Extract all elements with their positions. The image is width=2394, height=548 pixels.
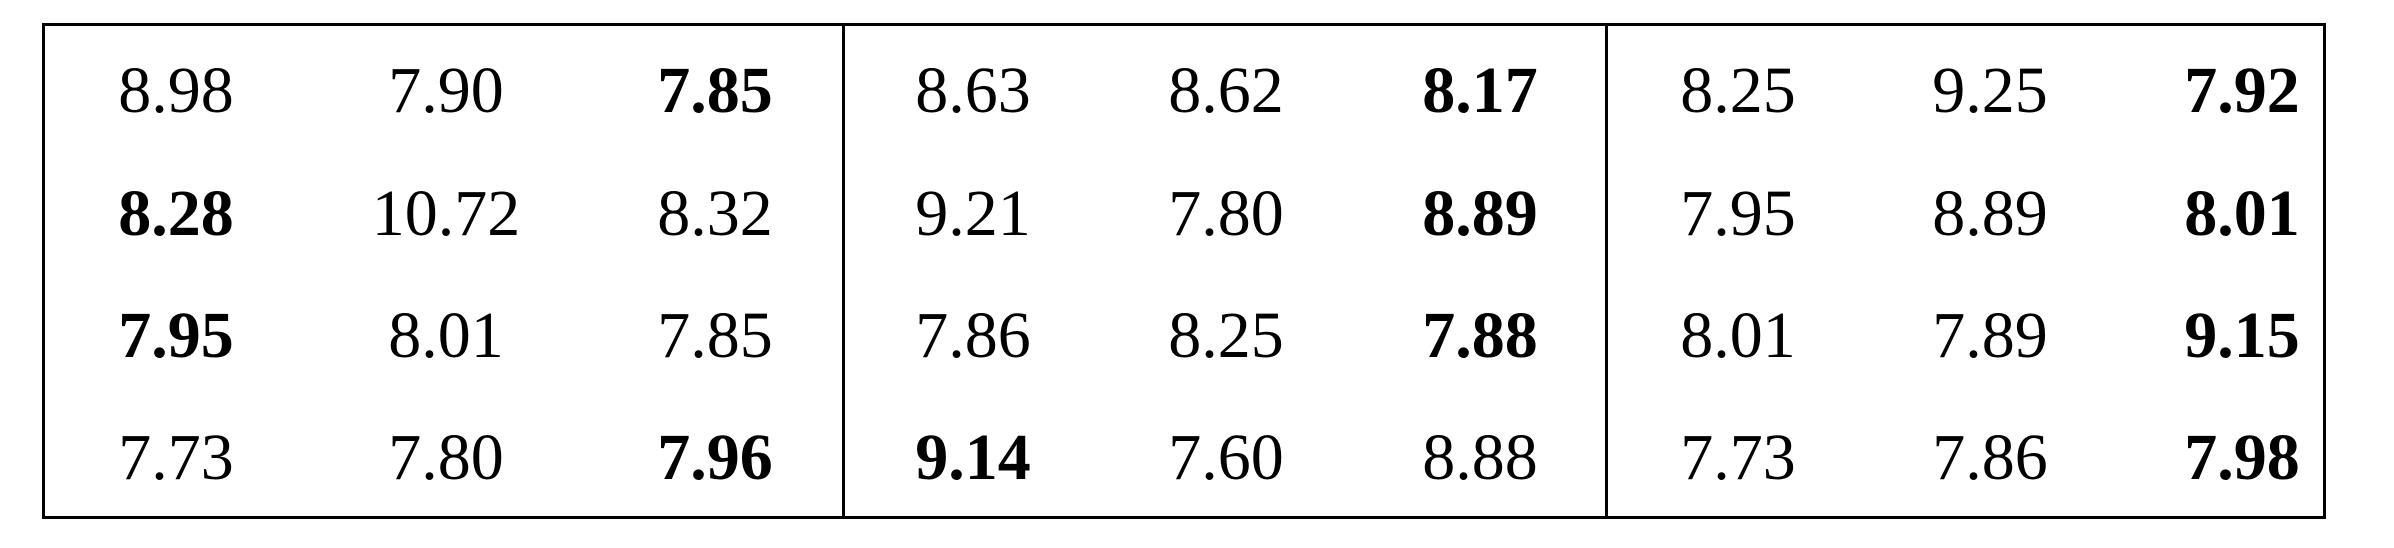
- table-cell: 10.72: [371, 177, 521, 250]
- table-panel-1: 8.98 7.90 7.85 8.28 10.72 8.32 7.95 8.01 7.85 7.7…: [45, 26, 842, 516]
- table-cell: 8.01: [1680, 299, 1796, 372]
- table-cell: 8.89: [1932, 177, 2048, 250]
- table-cell: 7.95: [1680, 177, 1796, 250]
- table-cell: 7.95: [118, 299, 234, 372]
- table-cell: 8.25: [1680, 54, 1796, 127]
- table-cell: 7.92: [2184, 54, 2300, 127]
- table-cell: 8.88: [1422, 421, 1538, 494]
- table-cell: 7.80: [1168, 177, 1284, 250]
- table-cell: 9.14: [915, 421, 1031, 494]
- table-cell: 7.85: [657, 299, 773, 372]
- table-cell: 7.89: [1932, 299, 2048, 372]
- table-cell: 9.25: [1932, 54, 2048, 127]
- table-cell: 8.01: [388, 299, 504, 372]
- table-cell: 7.60: [1168, 421, 1284, 494]
- table-cell: 8.01: [2184, 177, 2300, 250]
- table-cell: 7.88: [1422, 299, 1538, 372]
- table-cell: 8.28: [118, 177, 234, 250]
- table-cell: 8.25: [1168, 299, 1284, 372]
- table-cell: 8.17: [1422, 54, 1538, 127]
- table-cell: 8.63: [915, 54, 1031, 127]
- value-table: 8.98 7.90 7.85 8.28 10.72 8.32 7.95 8.01 7.85 7.7…: [42, 23, 2326, 519]
- table-cell: 8.32: [657, 177, 773, 250]
- table-cell: 7.73: [1680, 421, 1796, 494]
- table-cell: 7.80: [388, 421, 504, 494]
- table-panel-3: 8.25 9.25 7.92 7.95 8.89 8.01 8.01 7.89 9.15 7.73…: [1605, 26, 2323, 516]
- table-cell: 9.15: [2184, 299, 2300, 372]
- table-cell: 9.21: [915, 177, 1031, 250]
- table-cell: 7.86: [1932, 421, 2048, 494]
- table-cell: 8.62: [1168, 54, 1284, 127]
- table-cell: 7.85: [657, 54, 773, 127]
- table-cell: 7.86: [915, 299, 1031, 372]
- table-panel-2: 8.63 8.62 8.17 9.21 7.80 8.89 7.86 8.25 7.88 9.14…: [842, 26, 1605, 516]
- table-cell: 8.89: [1422, 177, 1538, 250]
- table-cell: 7.73: [118, 421, 234, 494]
- table-cell: 7.98: [2184, 421, 2300, 494]
- table-cell: 7.96: [657, 421, 773, 494]
- table-cell: 8.98: [118, 54, 234, 127]
- table-cell: 7.90: [388, 54, 504, 127]
